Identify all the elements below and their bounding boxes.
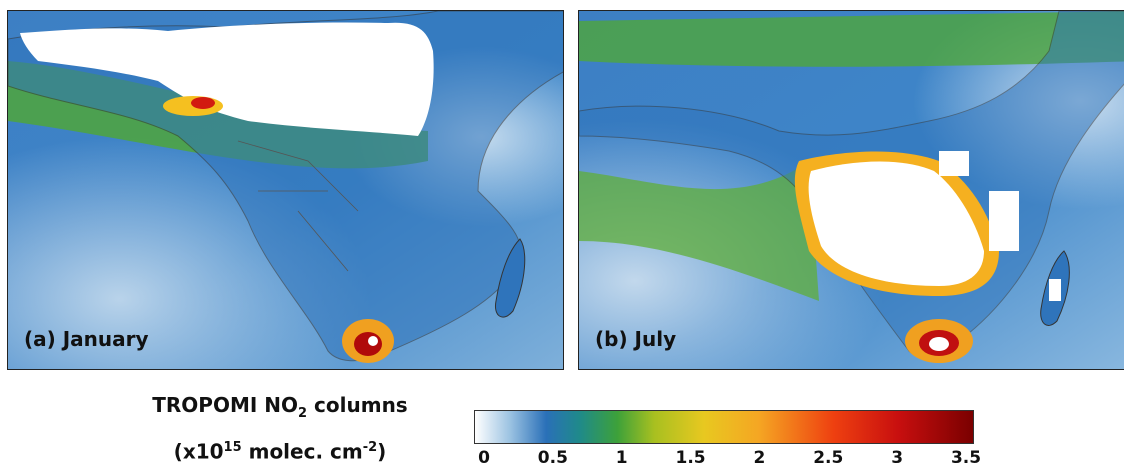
emission-band-north [579,11,1124,67]
country-borders [237,140,359,272]
colorbar-tick-label: 3 [891,448,904,468]
map-panel-july: (b) July [578,10,1124,370]
colorbar-title: TROPOMI NO2 columns (x1015 molec. cm-2) [115,388,445,469]
madagascar-outline [494,238,526,318]
map-panel-january: (a) January [7,10,564,370]
no-data-region [808,161,984,286]
no-data-region [20,22,434,137]
colorbar-title-line1: TROPOMI NO2 columns [152,393,408,421]
colorbar-tick-label: 2.5 [813,448,844,468]
panel-label-january: (a) January [24,327,149,351]
panel-label-july: (b) July [595,327,677,351]
colorbar-tick-label: 3.5 [950,448,982,468]
map-july [579,11,1124,369]
colorbar [474,410,974,444]
colorbar-title-line2: (x1015 molec. cm-2) [173,439,387,464]
colorbar-tick-label: 0.5 [537,448,568,468]
colorbar-tick-label: 1.5 [675,448,706,468]
colorbar-tick-label: 1 [615,448,628,468]
emission-plume [579,161,819,301]
map-january [8,11,563,369]
colorbar-tick-label: 2 [753,448,766,468]
colorbar-tick-label: 0 [478,448,490,468]
